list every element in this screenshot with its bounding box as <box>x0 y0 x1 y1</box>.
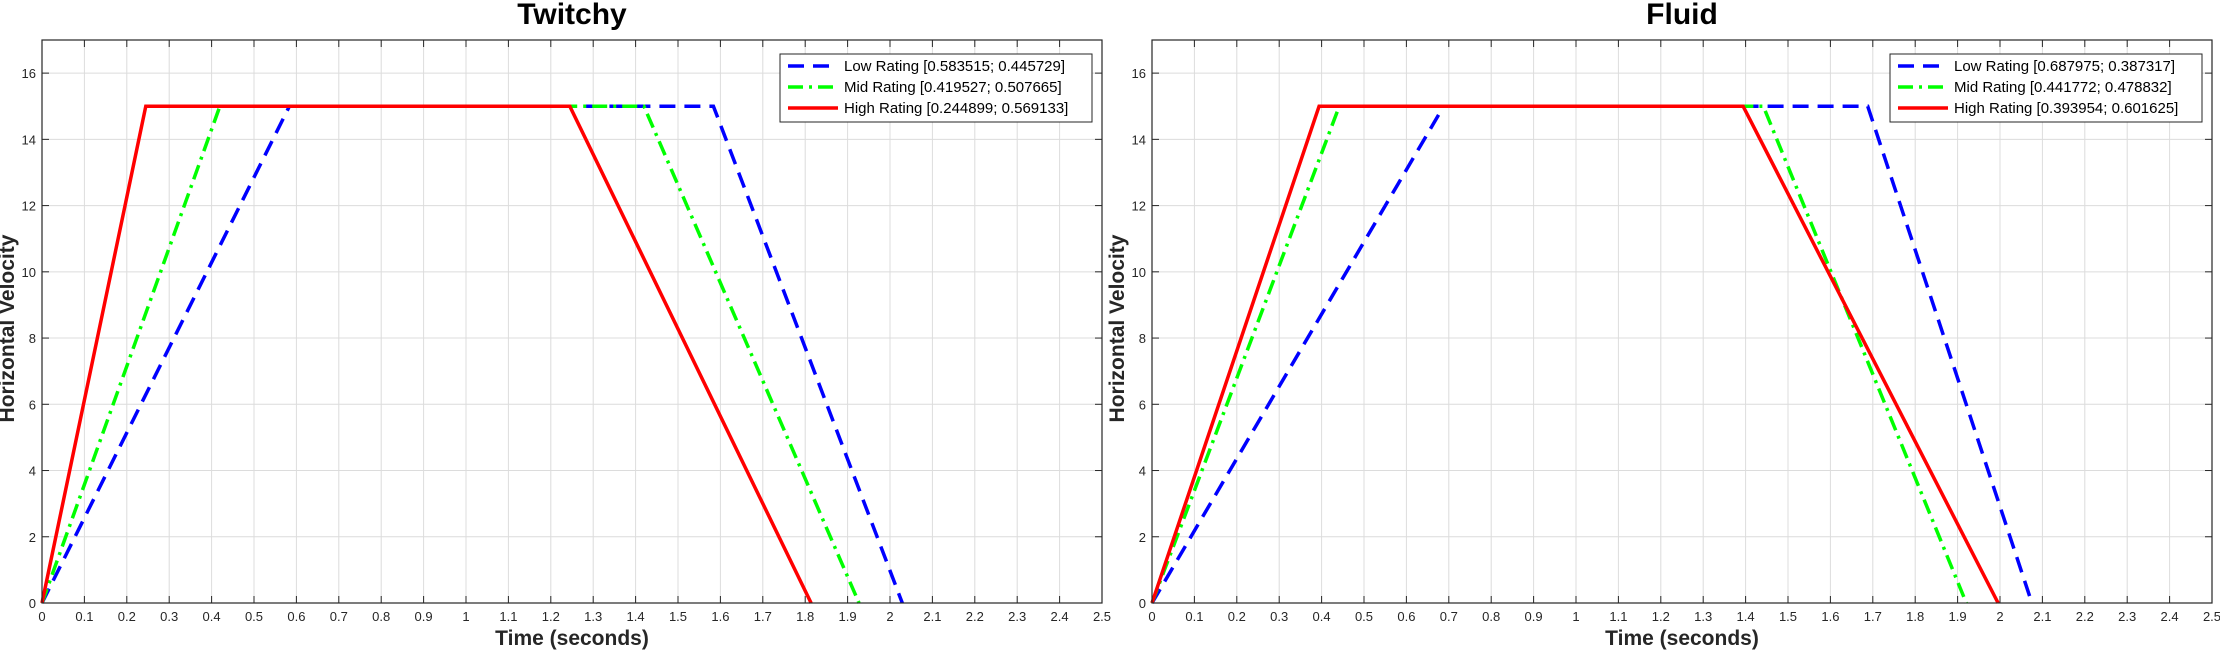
x-tick-label: 2.1 <box>923 609 941 624</box>
x-tick-label: 1.1 <box>499 609 517 624</box>
y-tick-label: 2 <box>1139 530 1146 545</box>
x-tick-label: 0.7 <box>1440 609 1458 624</box>
x-tick-label: 1.4 <box>627 609 645 624</box>
x-tick-label: 1.3 <box>1694 609 1712 624</box>
series-line-1 <box>40 104 904 604</box>
x-tick-label: 1.7 <box>1864 609 1882 624</box>
legend-label: High Rating [0.393954; 0.601625] <box>1954 100 2178 117</box>
x-tick-label: 1.4 <box>1737 609 1755 624</box>
x-tick-label: 2.2 <box>966 609 984 624</box>
x-tick-label: 0.9 <box>415 609 433 624</box>
legend-label: Low Rating [0.583515; 0.445729] <box>844 58 1065 75</box>
y-tick-label: 16 <box>22 66 36 81</box>
x-tick-label: 2.4 <box>1051 609 1069 624</box>
x-tick-label: 1.5 <box>669 609 687 624</box>
legend: Low Rating [0.583515; 0.445729] Mid Ratin… <box>779 53 1093 123</box>
x-tick-label: 2.3 <box>1008 609 1026 624</box>
chart-panel-2: 0 0.1 0.2 0.3 0.4 0.5 0.6 0.7 0.8 0.9 1 1.1 1.2 1.3 1.… <box>1106 0 2220 650</box>
series-line-2 <box>40 104 861 604</box>
y-tick-label: 12 <box>22 199 36 214</box>
plot-area <box>42 40 1102 603</box>
x-tick-label: 0.6 <box>287 609 305 624</box>
x-tick-label: 0.3 <box>160 609 178 624</box>
x-tick-label: 0.7 <box>330 609 348 624</box>
x-tick-label: 0.4 <box>1313 609 1331 624</box>
x-tick-label: 1.2 <box>542 609 560 624</box>
x-tick-label: 0.6 <box>1397 609 1415 624</box>
x-tick-label: 0.1 <box>75 609 93 624</box>
y-tick-label: 10 <box>1132 265 1146 280</box>
y-tick-label: 6 <box>1139 397 1146 412</box>
x-tick-label: 1 <box>1572 609 1579 624</box>
series-line-3 <box>1150 104 2000 604</box>
axes-box <box>1151 39 2213 604</box>
x-tick-label: 0.1 <box>1185 609 1203 624</box>
x-tick-label: 1.2 <box>1652 609 1670 624</box>
x-tick-label: 1 <box>462 609 469 624</box>
x-tick-label: 0 <box>38 609 45 624</box>
y-tick-label: 14 <box>1132 132 1146 147</box>
x-tick-label: 0.5 <box>1355 609 1373 624</box>
y-tick-label: 0 <box>1139 596 1146 611</box>
x-tick-label: 2 <box>886 609 893 624</box>
x-tick-label: 1.9 <box>1949 609 1967 624</box>
y-tick-label: 2 <box>29 530 36 545</box>
legend-label: Mid Rating [0.441772; 0.478832] <box>1954 79 2172 96</box>
x-tick-label: 1.1 <box>1609 609 1627 624</box>
x-tick-label: 0 <box>1148 609 1155 624</box>
legend-label: Mid Rating [0.419527; 0.507665] <box>844 79 1062 96</box>
y-axis-label: Horizontal Velocity <box>0 234 19 422</box>
y-tick-label: 12 <box>1132 199 1146 214</box>
x-tick-label: 1.8 <box>796 609 814 624</box>
x-tick-label: 0.5 <box>245 609 263 624</box>
plot-area <box>1152 40 2212 603</box>
x-tick-label: 1.8 <box>1906 609 1924 624</box>
y-tick-label: 4 <box>29 464 36 479</box>
series-line-3 <box>40 104 813 604</box>
y-tick-label: 0 <box>29 596 36 611</box>
x-tick-label: 0.8 <box>1482 609 1500 624</box>
y-tick-label: 8 <box>1139 331 1146 346</box>
x-tick-label: 0.9 <box>1525 609 1543 624</box>
legend-label: High Rating [0.244899; 0.569133] <box>844 100 1068 117</box>
y-axis-label: Horizontal Velocity <box>1106 234 1129 422</box>
x-tick-label: 1.6 <box>711 609 729 624</box>
x-tick-label: 2.2 <box>2076 609 2094 624</box>
x-tick-label: 0.2 <box>1228 609 1246 624</box>
x-tick-label: 2.5 <box>2203 609 2220 624</box>
x-tick-label: 2.5 <box>1093 609 1111 624</box>
y-tick-label: 6 <box>29 397 36 412</box>
x-tick-label: 2.3 <box>2118 609 2136 624</box>
chart-title: Twitchy <box>517 0 627 31</box>
y-tick-label: 10 <box>22 265 36 280</box>
axes-box <box>41 39 1103 604</box>
chart-panel-1: 0 0.1 0.2 0.3 0.4 0.5 0.6 0.7 0.8 0.9 1 1.1 1.2 1.3 1.… <box>0 0 1111 650</box>
x-tick-label: 2.4 <box>2161 609 2179 624</box>
legend: Low Rating [0.687975; 0.387317] Mid Ratin… <box>1889 53 2203 123</box>
y-tick-label: 8 <box>29 331 36 346</box>
x-tick-label: 0.4 <box>203 609 221 624</box>
legend-label: Low Rating [0.687975; 0.387317] <box>1954 58 2175 75</box>
x-tick-label: 2.1 <box>2033 609 2051 624</box>
x-tick-label: 0.8 <box>372 609 390 624</box>
x-tick-label: 1.9 <box>839 609 857 624</box>
x-tick-label: 1.7 <box>754 609 772 624</box>
chart-title: Fluid <box>1646 0 1718 31</box>
x-axis-label: Time (seconds) <box>1605 627 1759 650</box>
x-axis-label: Time (seconds) <box>495 627 649 650</box>
x-tick-label: 1.6 <box>1821 609 1839 624</box>
y-tick-label: 16 <box>1132 66 1146 81</box>
x-tick-label: 1.3 <box>584 609 602 624</box>
y-tick-label: 14 <box>22 132 36 147</box>
x-tick-label: 0.2 <box>118 609 136 624</box>
x-tick-label: 1.5 <box>1779 609 1797 624</box>
x-tick-label: 2 <box>1996 609 2003 624</box>
y-tick-label: 4 <box>1139 464 1146 479</box>
x-tick-label: 0.3 <box>1270 609 1288 624</box>
